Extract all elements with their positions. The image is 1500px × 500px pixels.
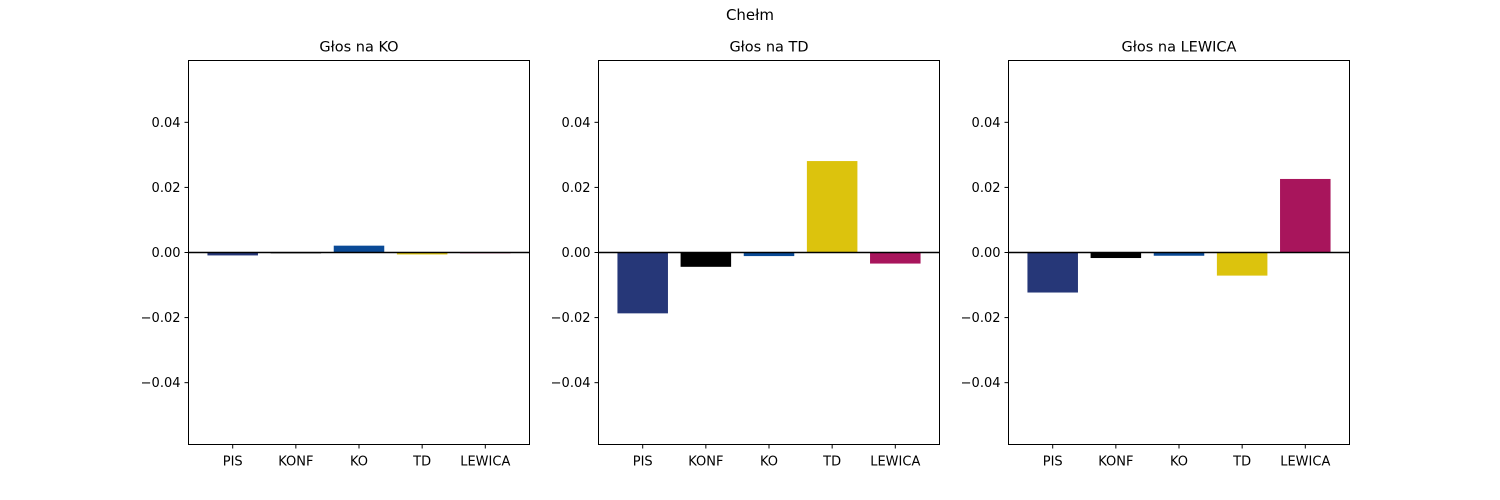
chart-panel-3: Głos na LEWICA −0.04 −0.02 0.00 0.02 0.04 PIS K… [961,40,1350,470]
x-tick-label: PIS [1043,455,1063,470]
chart-panel-1: Głos na KO −0.04 −0.02 0.00 0.02 0.04 PIS KONF K… [141,40,530,470]
y-tick-label: −0.02 [961,311,1001,326]
bar-ko [1153,252,1205,256]
y-tick-label: −0.04 [961,376,1001,391]
x-tick-label: LEWICA [870,455,920,470]
bar-pis [617,252,668,314]
bar-td [806,161,858,253]
x-tick-label: LEWICA [1280,455,1330,470]
y-tick-label: 0.00 [972,246,1001,261]
chart-title: Głos na TD [729,40,808,56]
y-tick-label: 0.04 [562,116,591,131]
chart-panel-2: Głos na TD −0.04 −0.02 0.00 0.02 0.04 PIS KONF K… [551,40,940,470]
x-tick-label: KO [1170,455,1188,470]
y-tick-label: −0.04 [141,376,181,391]
x-tick-label: KO [350,455,368,470]
y-tick-label: 0.04 [152,116,181,131]
y-tick-label: −0.02 [141,311,181,326]
x-tick-label: TD [412,455,431,470]
x-tick-label: KONF [688,455,723,470]
x-tick-label: TD [822,455,841,470]
y-tick-label: −0.02 [551,311,591,326]
figure-suptitle: Chełm [725,6,775,24]
x-tick-label: LEWICA [460,455,510,470]
bar-td [1216,252,1268,276]
y-tick-label: 0.00 [562,246,591,261]
x-tick-label: KO [760,455,778,470]
bar-ko [333,245,385,253]
chart-title: Głos na LEWICA [1122,40,1237,56]
y-tick-label: 0.02 [562,181,591,196]
bar-konf [680,252,732,267]
x-tick-label: KONF [1098,455,1133,470]
bar-lewica [1280,178,1331,253]
x-tick-label: PIS [633,455,653,470]
bar-td [396,252,448,255]
bar-ko [743,252,795,257]
bar-pis [1027,252,1078,293]
bar-lewica [870,252,921,264]
x-tick-label: KONF [278,455,313,470]
y-tick-label: 0.02 [972,181,1001,196]
y-tick-label: 0.04 [972,116,1001,131]
y-tick-label: 0.00 [152,246,181,261]
bar-pis [207,252,258,256]
y-tick-label: −0.04 [551,376,591,391]
bar-konf [1090,252,1142,259]
x-tick-label: TD [1232,455,1251,470]
y-tick-label: 0.02 [152,181,181,196]
chart-title: Głos na KO [319,40,398,56]
x-tick-label: PIS [223,455,243,470]
